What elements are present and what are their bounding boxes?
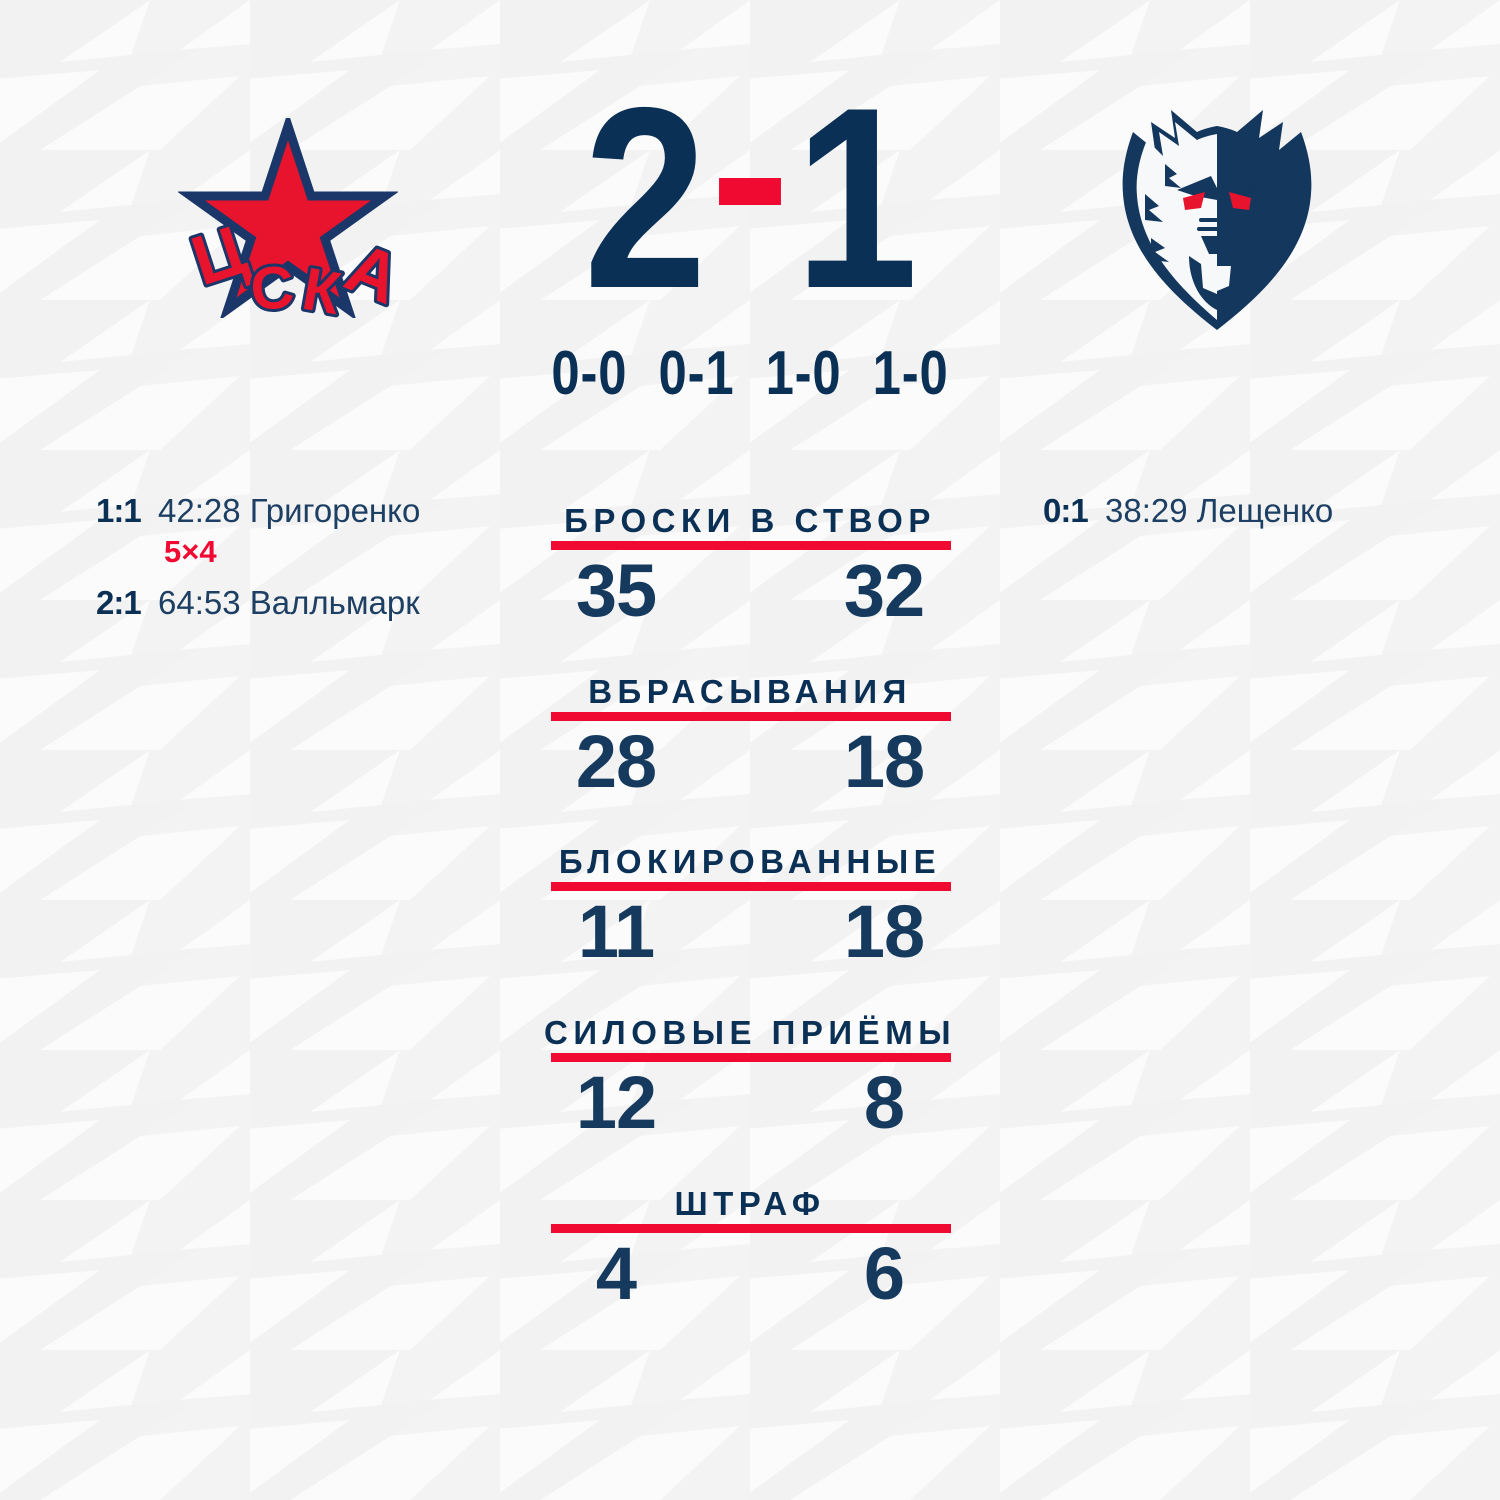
stat-value-away: 18 [843,890,925,974]
stat-value-away: 18 [843,719,925,803]
cska-logo: Ц С К А [178,118,398,318]
goal-item: 2:1 64:53 Валльмарк [96,584,496,622]
stat-label: БЛОКИРОВАННЫЕ [558,843,942,881]
wolf-eye-left [1183,192,1205,210]
stat-row-penalty: ШТРАФ 4 6 [505,1175,995,1313]
svg-text:С: С [248,253,296,318]
period-scores: 0-0 0-1 1-0 1-0 [488,338,1013,409]
stat-value-home: 4 [595,1231,637,1315]
home-goals-list: 1:1 42:28 Григоренко 5×4 2:1 64:53 Валль… [96,492,496,626]
stat-label: ШТРАФ [674,1184,826,1222]
wolf-eye-right [1229,192,1251,210]
stat-value-away: 6 [863,1231,905,1315]
stat-header: БЛОКИРОВАННЫЕ [505,833,995,892]
stat-header: СИЛОВЫЕ ПРИЁМЫ [505,1004,995,1063]
goal-strength-tag: 5×4 [164,534,217,569]
team-stats-table: БРОСКИ В СТВОР 35 32 ВБРАСЫВАНИЯ 28 18 [505,492,995,1345]
metallurg-wolf-logo [1122,110,1312,330]
away-goals-list: 0:1 38:29 Лещенко [1043,492,1463,534]
goal-item: 1:1 42:28 Григоренко [96,492,496,530]
stat-value-away: 8 [863,1061,905,1145]
home-score: 2 [583,53,707,342]
goal-time-scorer: 38:29 Лещенко [1105,492,1334,529]
goal-running-score: 0:1 [1043,492,1089,529]
period-score-3: 1-0 [765,339,842,409]
scoreboard: 2 1 0-0 0-1 1-0 1-0 [430,53,1070,409]
stat-underline [551,1223,951,1233]
stat-header: БРОСКИ В СТВОР [505,492,995,550]
stat-underline [551,882,951,892]
stat-header: ШТРАФ [505,1175,995,1233]
away-score: 1 [794,53,918,342]
stat-value-home: 28 [575,719,657,803]
stat-values: 11 18 [505,893,995,971]
stat-row-hits: СИЛОВЫЕ ПРИЁМЫ 12 8 [505,1004,995,1142]
goal-running-score: 2:1 [96,584,142,621]
stat-underline [551,711,951,721]
stat-values: 12 8 [505,1064,995,1142]
goal-time-scorer: 42:28 Григоренко [158,492,421,529]
period-score-1: 0-0 [551,339,628,409]
goal-time-scorer: 64:53 Валльмарк [158,584,420,621]
stat-label: ВБРАСЫВАНИЯ [588,672,912,710]
final-score: 2 1 [475,53,1025,342]
stat-value-home: 11 [577,890,655,974]
score-separator [719,178,781,206]
stat-value-home: 12 [575,1061,657,1145]
stat-values: 35 32 [505,552,995,630]
stat-values: 4 6 [505,1235,995,1313]
stat-label: СИЛОВЫЕ ПРИЁМЫ [543,1014,956,1052]
stat-value-home: 35 [575,549,657,632]
stat-row-blocked: БЛОКИРОВАННЫЕ 11 18 [505,833,995,971]
stat-values: 28 18 [505,719,995,803]
goal-running-score: 1:1 [96,492,142,529]
stat-row-shots: БРОСКИ В СТВОР 35 32 [505,492,995,630]
stat-header: ВБРАСЫВАНИЯ [505,663,995,721]
goal-item: 0:1 38:29 Лещенко [1043,492,1463,530]
period-score-4: 1-0 [872,339,949,409]
stat-underline [551,1053,951,1063]
period-score-2: 0-1 [658,339,735,409]
stat-row-faceoffs: ВБРАСЫВАНИЯ 28 18 [505,663,995,801]
stat-underline [551,541,951,550]
stat-label: БРОСКИ В СТВОР [564,502,936,539]
stat-value-away: 32 [843,549,925,632]
